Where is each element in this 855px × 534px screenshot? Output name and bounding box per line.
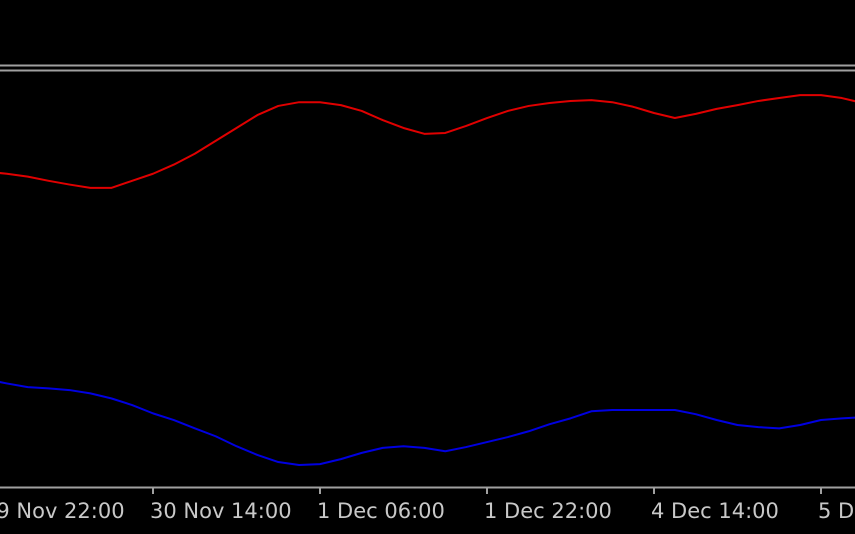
x-tick-label: 30 Nov 14:00 (150, 499, 292, 523)
x-tick-label: 4 Dec 14:00 (651, 499, 779, 523)
series-line (0, 94, 855, 189)
x-tick-label: 1 Dec 06:00 (317, 499, 445, 523)
x-tick-label: 5 Dec 06:00 (818, 499, 855, 523)
x-tick-label: 29 Nov 22:00 (0, 499, 125, 523)
x-tick-label: 1 Dec 22:00 (484, 499, 612, 523)
series-line (0, 381, 855, 466)
